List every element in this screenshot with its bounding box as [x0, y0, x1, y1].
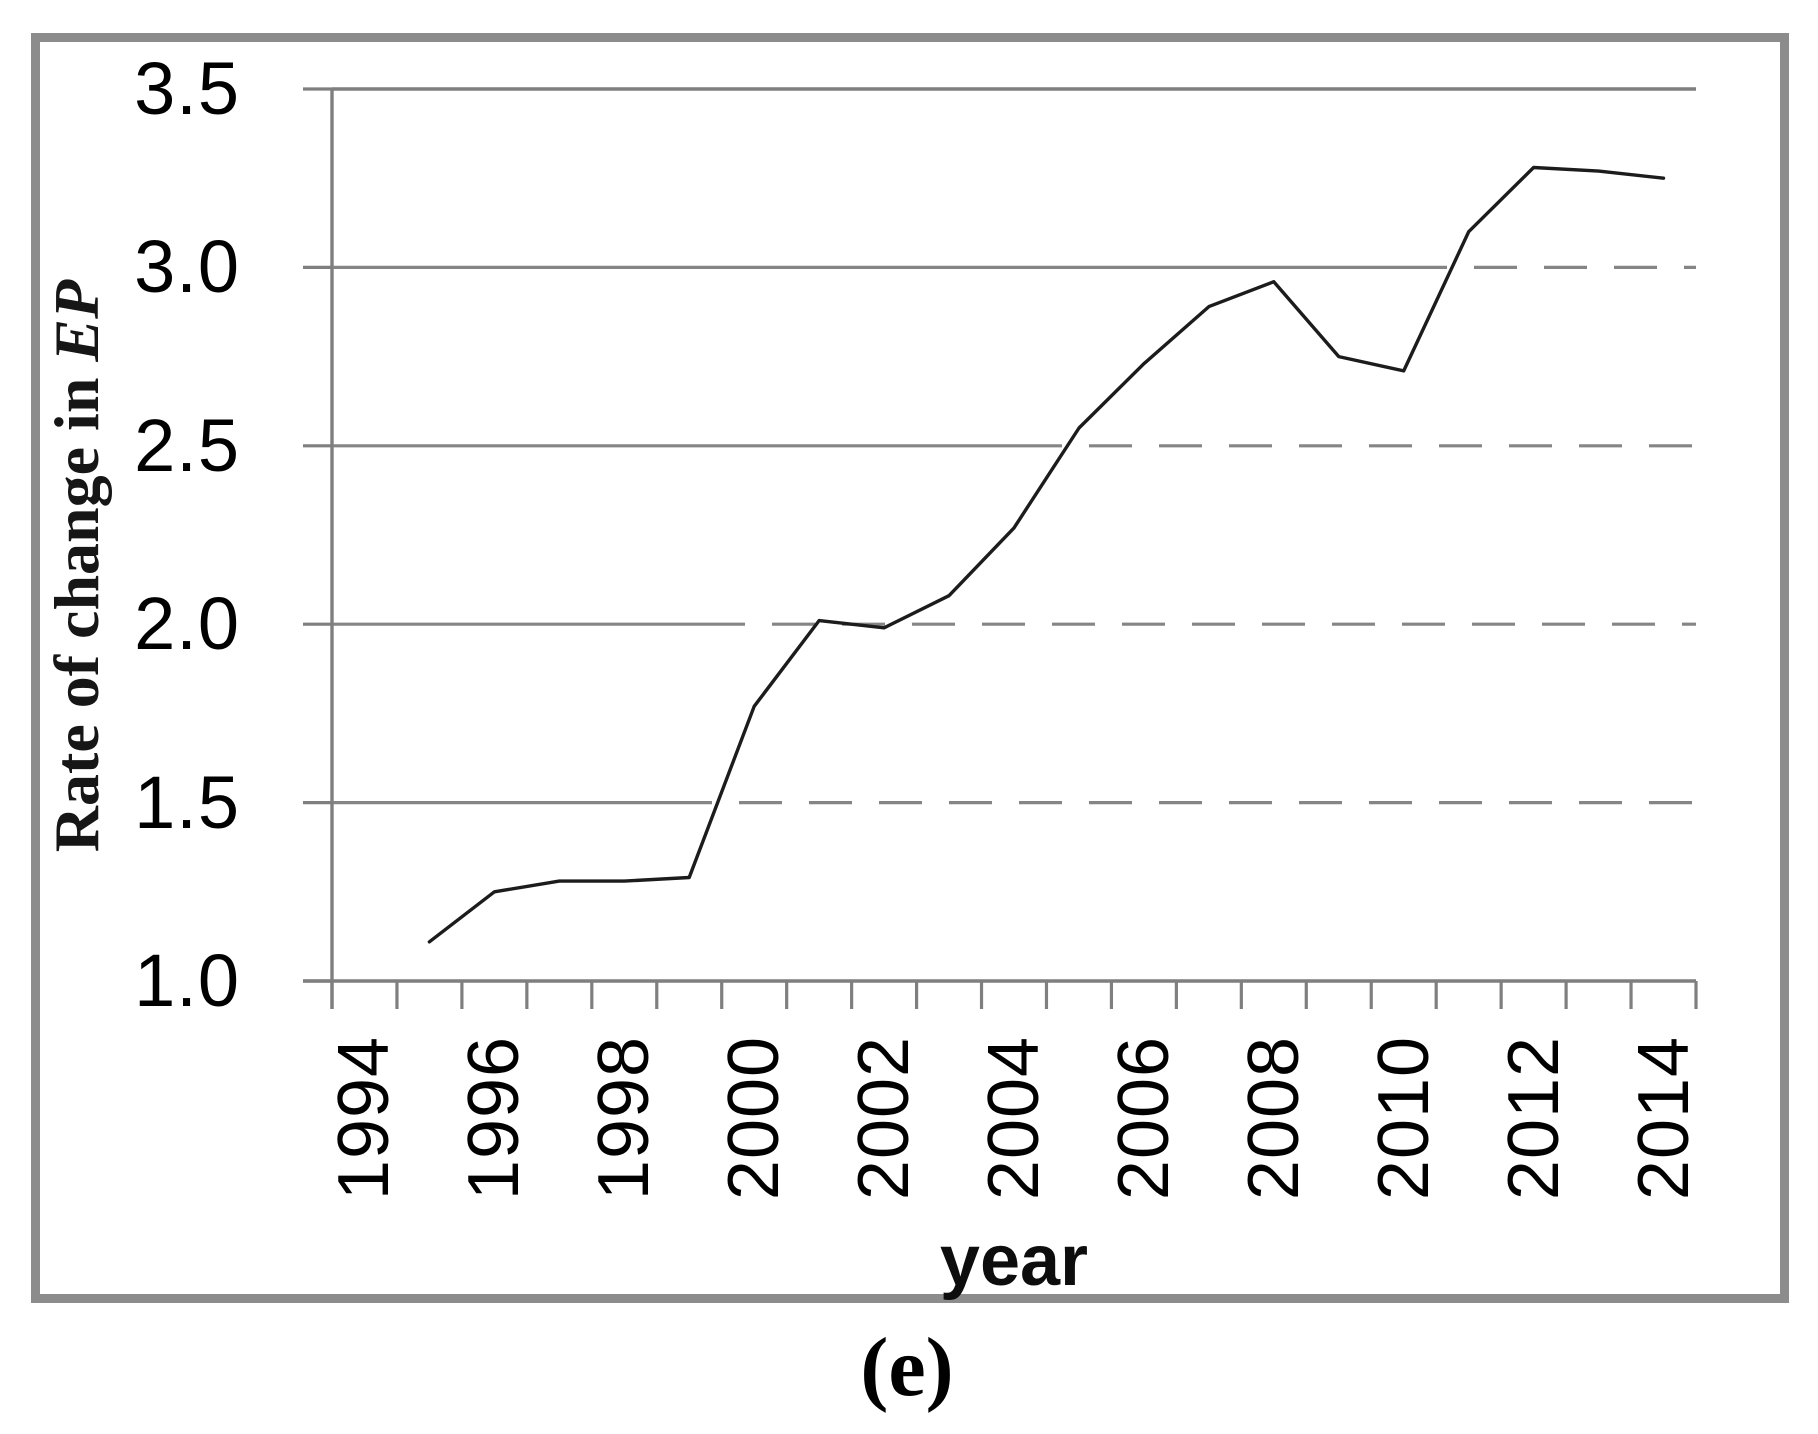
x-tick-label: 1994 [324, 1035, 405, 1201]
y-axis-title-text: Rate of change in [41, 361, 112, 853]
data-series-line [427, 165, 1666, 944]
y-tick-label: 2.5 [134, 403, 240, 487]
x-tick-label: 2012 [1493, 1035, 1574, 1201]
x-tick-label: 2010 [1363, 1035, 1444, 1201]
y-tick-label: 3.0 [134, 225, 240, 309]
chart-outer-frame [31, 33, 1789, 1303]
y-axis-title: Rate of change in EP [36, 216, 118, 916]
y-axis-title-em: EP [41, 279, 112, 362]
x-tick-label: 2002 [844, 1035, 925, 1201]
y-tick-label: 3.5 [134, 47, 240, 130]
y-tick-label: 1.5 [134, 760, 240, 844]
x-tick-label: 2014 [1623, 1035, 1704, 1201]
x-tick-label: 2000 [714, 1035, 795, 1201]
x-tick-label: 1996 [454, 1035, 535, 1201]
x-tick-label: 2008 [1233, 1035, 1314, 1201]
x-axis-title: year [939, 1221, 1089, 1301]
x-tick-label: 2006 [1103, 1035, 1184, 1201]
x-tick-label: 2004 [974, 1035, 1054, 1201]
figure-caption: (e) [860, 1321, 954, 1414]
x-tick-label: 1998 [584, 1035, 665, 1201]
y-tick-label: 2.0 [134, 582, 240, 666]
y-tick-label: 1.0 [134, 939, 240, 1022]
